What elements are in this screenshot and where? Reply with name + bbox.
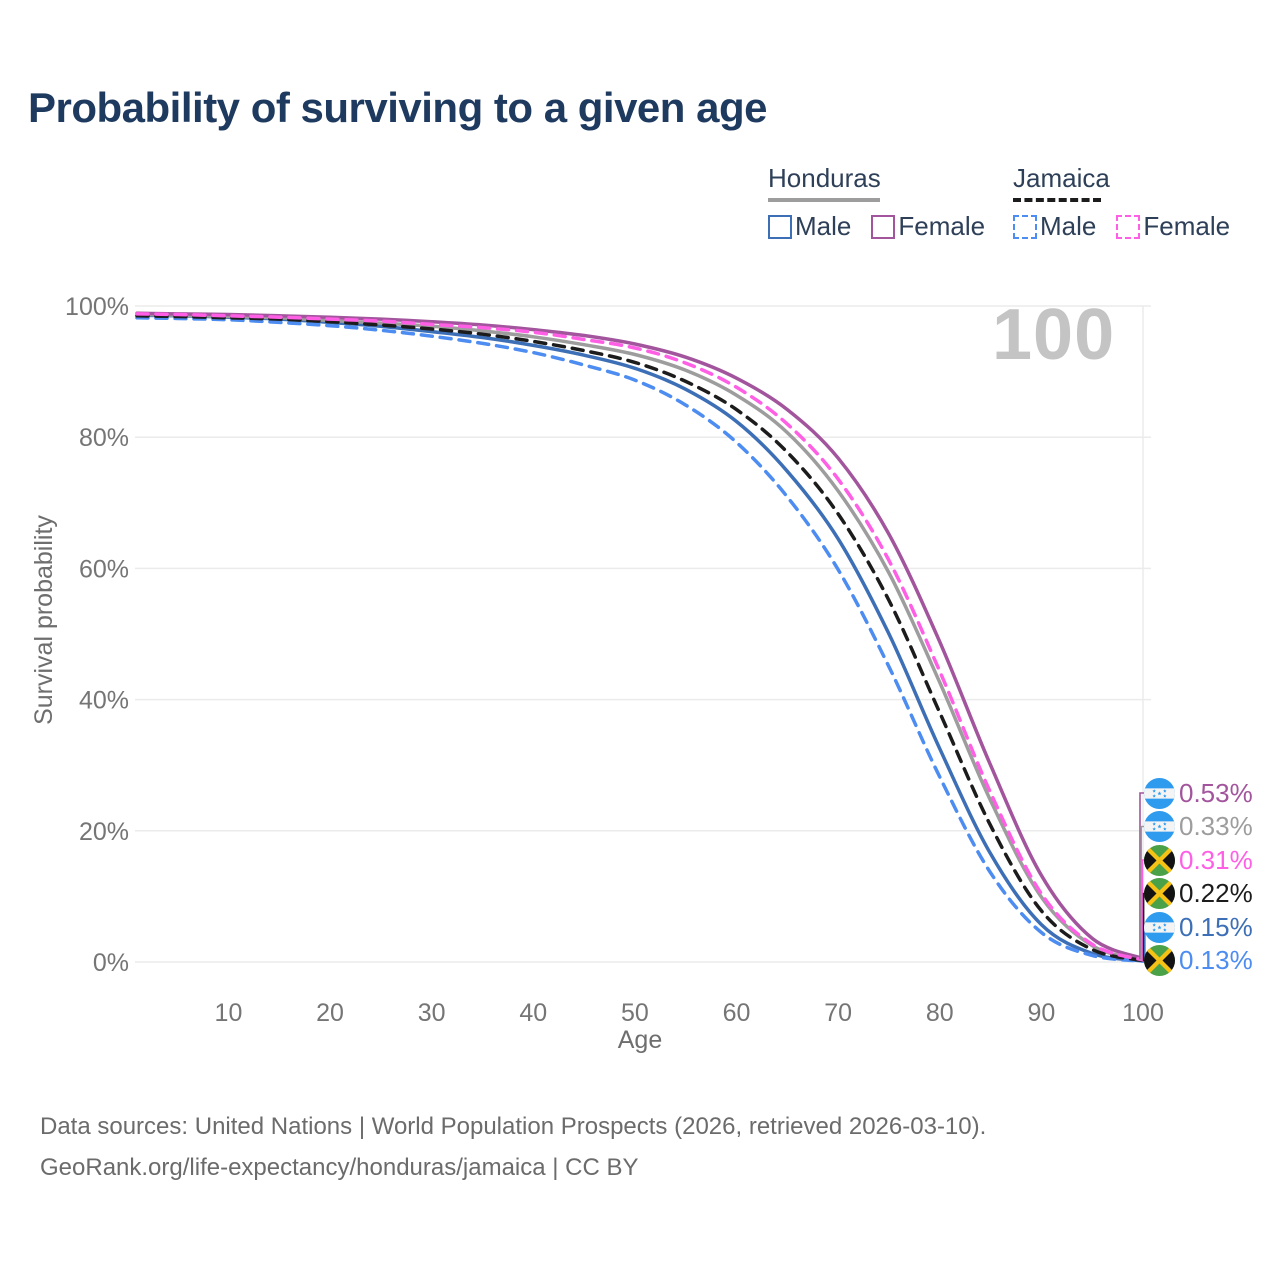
legend-item-honduras-male[interactable]: Male [768, 211, 851, 242]
y-tick-label-80: 80% [79, 424, 129, 452]
end-label-value: 0.22% [1179, 878, 1253, 908]
jamaica-flag-icon [1144, 844, 1175, 876]
legend-country-honduras: Honduras [768, 163, 1005, 202]
x-tick-label-40: 40 [519, 999, 547, 1027]
x-tick-label-90: 90 [1027, 999, 1055, 1027]
y-axis-title: Survival probability [30, 515, 58, 725]
footer-sources-line: Data sources: United Nations | World Pop… [40, 1113, 987, 1140]
honduras-flag [1144, 811, 1175, 842]
end-label-honduras-male: 0.15% [1144, 911, 1253, 943]
curve-jamaica-male [135, 316, 1145, 963]
honduras-flag-icon [1144, 811, 1175, 842]
y-tick-label-0: 0% [93, 949, 129, 977]
y-tick-label-100: 100% [65, 293, 129, 321]
end-label-value: 0.15% [1179, 911, 1253, 942]
legend-country-jamaica: Jamaica [1013, 163, 1250, 202]
jamaica-flag [1144, 878, 1175, 909]
x-tick-label-100: 100 [1122, 999, 1164, 1027]
x-tick-label-10: 10 [215, 999, 243, 1027]
footer: Data sources: United Nations | World Pop… [40, 1106, 986, 1188]
jamaica-male-swatch [1013, 214, 1037, 239]
honduras-flag [1144, 911, 1175, 943]
end-label-value: 0.13% [1179, 945, 1253, 975]
curve-honduras-female [135, 311, 1145, 961]
end-label-jamaica-female: 0.31% [1144, 844, 1253, 876]
end-label-jamaica: 0.22% [1144, 878, 1253, 910]
x-tick-label-80: 80 [926, 999, 954, 1027]
x-axis-title: Age [617, 1026, 663, 1054]
legend-label-honduras-male: Male [795, 211, 852, 241]
jamaica-female-swatch [1116, 214, 1141, 239]
page-title: Probability of surviving to a given age [28, 84, 767, 131]
legend-item-jamaica-female[interactable]: Female [1116, 211, 1230, 242]
jamaica-flag [1144, 945, 1175, 976]
curve-jamaica [135, 314, 1145, 963]
jamaica-flag-icon [1144, 878, 1175, 909]
honduras-male-swatch [768, 214, 792, 239]
end-label-honduras-female: 0.53% [1144, 777, 1253, 809]
x-tick-label-50: 50 [621, 999, 649, 1027]
y-tick-label-20: 20% [79, 818, 129, 846]
y-tick-label-60: 60% [79, 555, 129, 583]
legend-group-jamaica: Jamaica Male Female [1013, 163, 1250, 242]
legend-item-jamaica-male[interactable]: Male [1013, 211, 1096, 242]
x-tick-label-30: 30 [418, 999, 446, 1027]
curve-honduras-male [135, 313, 1145, 963]
legend-country-jamaica-label: Jamaica [1013, 163, 1110, 193]
end-label-value: 0.53% [1179, 777, 1253, 808]
honduras-flag [1144, 777, 1175, 809]
honduras-flag-icon [1144, 911, 1175, 943]
legend-label-jamaica-male: Male [1040, 211, 1097, 241]
x-tick-label-70: 70 [824, 999, 852, 1027]
honduras-line-style-swatch [768, 198, 880, 202]
x-tick-label-20: 20 [316, 999, 344, 1027]
curve-honduras [135, 312, 1145, 962]
legend-item-honduras-female[interactable]: Female [871, 211, 985, 242]
legend-label-jamaica-female: Female [1143, 211, 1231, 241]
end-label-honduras: 0.33% [1144, 811, 1253, 843]
end-label-value: 0.31% [1179, 844, 1253, 875]
footer-attribution-line: GeoRank.org/life-expectancy/honduras/jam… [40, 1154, 639, 1181]
jamaica-flag [1144, 844, 1175, 876]
honduras-female-swatch [871, 214, 896, 239]
curve-jamaica-female [135, 312, 1145, 962]
x-tick-label-60: 60 [723, 999, 751, 1027]
end-label-value: 0.33% [1179, 811, 1253, 841]
jamaica-line-style-swatch [1013, 198, 1101, 202]
jamaica-flag-icon [1144, 945, 1175, 976]
age-watermark: 100 [992, 295, 1116, 375]
honduras-flag-icon [1144, 777, 1175, 809]
y-tick-label-40: 40% [79, 687, 129, 715]
legend-country-honduras-label: Honduras [768, 163, 881, 193]
legend-label-honduras-female: Female [898, 211, 986, 241]
legend-group-honduras: Honduras Male Female [768, 163, 1005, 242]
end-label-jamaica-male: 0.13% [1144, 945, 1253, 977]
